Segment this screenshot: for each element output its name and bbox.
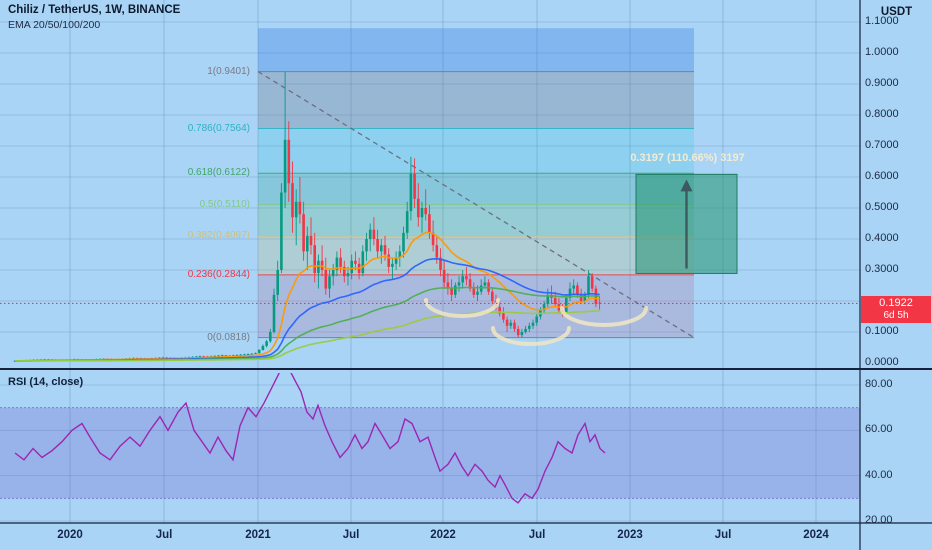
fib-level-label: 0.786(0.7564) <box>187 122 250 134</box>
ema-indicator-label[interactable]: EMA 20/50/100/200 <box>8 19 101 31</box>
fib-level-label: 0.618(0.6122) <box>187 167 250 179</box>
price-tick: 0.9000 <box>865 77 899 89</box>
current-price-value: 0.1922 <box>879 297 913 310</box>
drawn-arc-annotation[interactable] <box>491 326 571 346</box>
main-pane[interactable] <box>13 71 648 362</box>
price-tick: 0.7000 <box>865 139 899 151</box>
price-tick: 0.4000 <box>865 232 899 244</box>
time-tick: 2022 <box>430 529 456 541</box>
price-tick: 1.0000 <box>865 46 899 58</box>
drawn-arc-annotation[interactable] <box>424 298 500 318</box>
time-tick: 2021 <box>245 529 271 541</box>
drawn-arc-annotation[interactable] <box>560 306 648 327</box>
bar-countdown: 6d 5h <box>883 310 909 322</box>
candlestick-series <box>13 71 601 362</box>
price-range-label: 0.3197 (110.66%) 3197 <box>630 152 745 164</box>
time-tick: Jul <box>528 529 546 541</box>
rsi-tick: 80.00 <box>865 378 893 390</box>
price-tick: 0.0000 <box>865 356 899 368</box>
fib-retracement <box>258 28 694 339</box>
fib-level-label: 0(0.0818) <box>207 331 250 343</box>
price-tick: 0.3000 <box>865 263 899 275</box>
current-price-badge: 0.1922 6d 5h <box>861 296 931 324</box>
fib-level-label: 0.5(0.5110) <box>199 198 250 210</box>
rsi-indicator-label[interactable]: RSI (14, close) <box>8 376 84 388</box>
fib-level-label: 0.382(0.4097) <box>187 229 250 241</box>
price-tick: 0.1000 <box>865 325 899 337</box>
fib-level-label: 1(0.9401) <box>207 65 250 77</box>
rsi-tick: 60.00 <box>865 423 893 436</box>
rsi-tick: 40.00 <box>865 468 893 481</box>
time-tick: Jul <box>155 529 173 541</box>
projection-arrowhead-icon <box>680 179 693 192</box>
price-axis-currency-label: USDT <box>880 6 913 18</box>
rsi-pane[interactable] <box>14 367 606 504</box>
rsi-band <box>0 407 860 499</box>
time-tick: Jul <box>714 529 732 541</box>
fib-level-label: 0.236(0.2844) <box>187 268 250 280</box>
rsi-tick: 20.00 <box>865 514 893 526</box>
trendline[interactable] <box>257 71 695 339</box>
time-tick: 2024 <box>803 529 829 541</box>
symbol-title[interactable]: Chiliz / TetherUS, 1W, BINANCE <box>8 4 181 16</box>
price-tick: 0.8000 <box>865 108 899 120</box>
time-tick: Jul <box>342 529 360 541</box>
price-tick: 0.6000 <box>865 170 899 182</box>
price-tick: 1.1000 <box>865 15 899 27</box>
time-tick: 2020 <box>57 529 83 541</box>
rsi-line <box>14 373 606 504</box>
price-tick: 0.5000 <box>865 201 899 213</box>
time-tick: 2023 <box>617 529 643 541</box>
ema-200-line <box>15 310 600 362</box>
